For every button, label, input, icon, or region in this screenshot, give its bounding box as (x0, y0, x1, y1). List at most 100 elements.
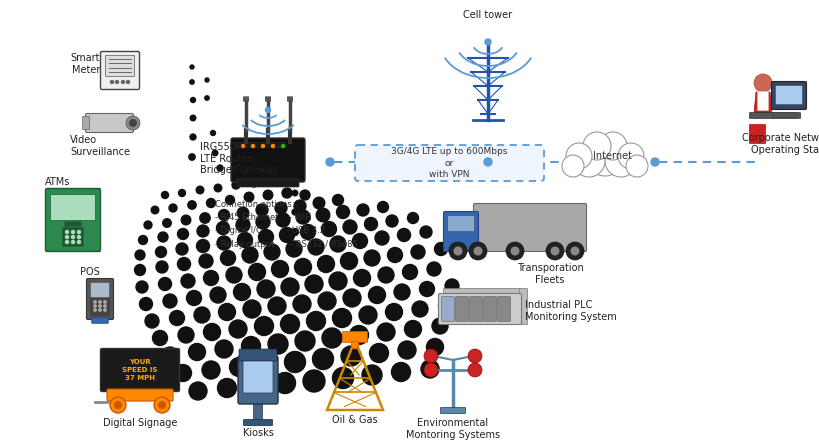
Circle shape (226, 267, 242, 283)
Circle shape (505, 242, 523, 260)
Circle shape (268, 297, 286, 315)
Circle shape (411, 301, 428, 317)
Circle shape (176, 243, 188, 255)
Circle shape (328, 272, 346, 290)
Circle shape (203, 271, 218, 285)
Circle shape (453, 246, 462, 255)
Circle shape (121, 81, 124, 83)
Circle shape (129, 119, 137, 127)
FancyBboxPatch shape (447, 215, 474, 232)
Circle shape (215, 340, 233, 358)
Text: Industrial PLC
Monitoring System: Industrial PLC Monitoring System (524, 300, 616, 322)
FancyBboxPatch shape (771, 113, 794, 117)
FancyBboxPatch shape (101, 52, 139, 90)
Circle shape (78, 236, 80, 238)
Circle shape (190, 98, 195, 103)
Circle shape (232, 181, 240, 189)
Circle shape (434, 242, 447, 255)
Circle shape (598, 132, 627, 160)
Circle shape (181, 274, 195, 288)
Circle shape (426, 339, 443, 356)
Circle shape (393, 284, 410, 300)
Circle shape (154, 397, 170, 413)
Circle shape (261, 145, 265, 147)
Circle shape (201, 361, 219, 379)
Circle shape (256, 215, 269, 229)
Circle shape (427, 262, 441, 276)
Circle shape (281, 145, 284, 147)
Circle shape (336, 206, 349, 219)
Circle shape (71, 236, 75, 238)
Circle shape (190, 65, 194, 69)
Circle shape (306, 311, 325, 331)
Circle shape (391, 362, 410, 382)
Circle shape (420, 360, 438, 378)
FancyBboxPatch shape (90, 298, 110, 315)
FancyBboxPatch shape (62, 228, 84, 246)
Circle shape (246, 376, 265, 396)
Circle shape (342, 289, 360, 307)
Circle shape (189, 80, 194, 84)
Circle shape (126, 81, 129, 83)
Circle shape (66, 231, 69, 233)
Text: Connetion options:
- RJ45 Ethernet    - WiFi
- Digital I/O         - USB 3.2
- R: Connetion options: - RJ45 Ethernet - WiF… (215, 200, 357, 249)
Circle shape (229, 358, 248, 376)
Circle shape (151, 206, 159, 214)
Circle shape (144, 221, 152, 229)
Circle shape (104, 309, 106, 311)
Circle shape (385, 303, 402, 320)
Text: Digital Signage: Digital Signage (102, 418, 177, 428)
FancyBboxPatch shape (238, 356, 278, 404)
Circle shape (364, 250, 379, 266)
FancyBboxPatch shape (287, 97, 292, 101)
Circle shape (214, 184, 221, 192)
Circle shape (126, 116, 140, 130)
Circle shape (604, 145, 636, 177)
Circle shape (220, 250, 235, 266)
Circle shape (190, 115, 196, 121)
FancyBboxPatch shape (101, 349, 179, 392)
Circle shape (169, 204, 177, 212)
Circle shape (341, 346, 360, 366)
Circle shape (78, 231, 80, 233)
Circle shape (205, 96, 209, 100)
Circle shape (98, 305, 101, 307)
Circle shape (111, 81, 113, 83)
Circle shape (618, 143, 643, 169)
Circle shape (572, 145, 604, 177)
Circle shape (359, 306, 377, 324)
Circle shape (274, 202, 287, 214)
FancyBboxPatch shape (443, 211, 478, 251)
Circle shape (292, 190, 297, 196)
Circle shape (242, 336, 260, 356)
Circle shape (332, 367, 353, 388)
Circle shape (753, 74, 771, 92)
Circle shape (284, 352, 305, 372)
Circle shape (510, 246, 519, 255)
Circle shape (114, 401, 122, 409)
Circle shape (156, 246, 166, 258)
Circle shape (279, 228, 294, 242)
Circle shape (271, 260, 288, 277)
Circle shape (218, 303, 235, 320)
Polygon shape (753, 92, 771, 113)
FancyBboxPatch shape (749, 125, 765, 143)
Circle shape (188, 382, 206, 400)
Circle shape (625, 155, 647, 177)
Circle shape (326, 158, 333, 166)
FancyBboxPatch shape (243, 419, 272, 426)
Circle shape (158, 232, 168, 242)
Circle shape (296, 210, 310, 224)
Text: 3G/4G LTE up to 600Mbps
or
with VPN: 3G/4G LTE up to 600Mbps or with VPN (391, 146, 507, 179)
Circle shape (188, 201, 196, 209)
Circle shape (353, 270, 370, 287)
Text: Transporation
Fleets: Transporation Fleets (516, 263, 582, 284)
Circle shape (217, 236, 231, 250)
FancyBboxPatch shape (519, 289, 527, 324)
Circle shape (281, 278, 299, 296)
FancyBboxPatch shape (231, 138, 305, 182)
Circle shape (181, 215, 191, 225)
FancyBboxPatch shape (749, 112, 799, 119)
Circle shape (303, 370, 324, 392)
Circle shape (274, 372, 295, 393)
